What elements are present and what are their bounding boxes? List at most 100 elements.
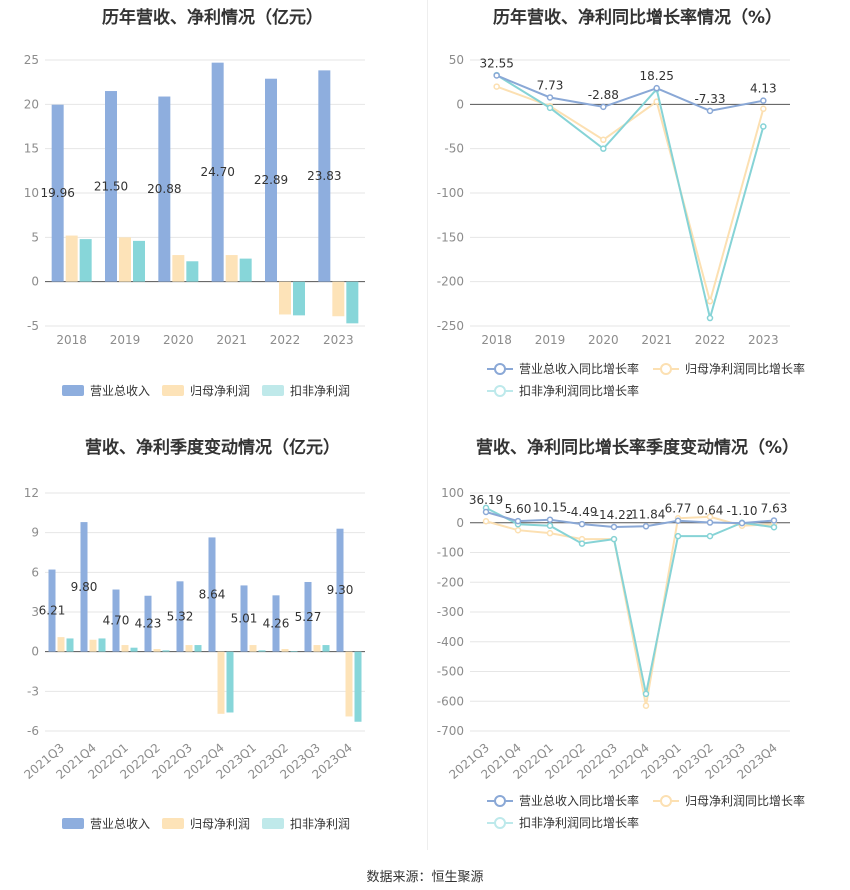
legend-swatch <box>487 384 513 397</box>
legend-item-parent-profit[interactable]: 归母净利润 <box>162 815 250 832</box>
bar <box>98 638 106 652</box>
data-label: 9.80 <box>71 580 98 594</box>
bar <box>258 650 266 652</box>
x-tick-label: 2022 <box>695 333 726 347</box>
series-line <box>485 515 775 706</box>
x-tick-label: 2020 <box>163 333 194 347</box>
bar <box>290 651 298 652</box>
legend-swatch <box>653 794 679 807</box>
legend-swatch <box>262 385 284 396</box>
bar <box>304 581 312 652</box>
bar <box>144 595 152 652</box>
data-label: 4.23 <box>135 617 162 631</box>
legend-label: 营业总收入 <box>90 817 151 831</box>
data-point <box>738 519 746 527</box>
data-label: -4.49 <box>566 505 597 519</box>
y-tick-label: -250 <box>437 319 464 333</box>
legend-item-revenue[interactable]: 营业总收入 <box>62 815 150 832</box>
bar <box>153 649 161 652</box>
bar <box>217 651 225 714</box>
data-point <box>600 136 607 144</box>
legend-label: 营业总收入 <box>90 384 151 398</box>
quarterly-growth-panel: 营收、净利同比增长率季度变动情况（%） 100 0 -100 -200 -300 -400… <box>425 425 850 850</box>
bar <box>322 645 330 652</box>
data-label: 5.32 <box>167 609 194 623</box>
y-tick-label: -200 <box>437 275 464 289</box>
bar <box>281 649 289 652</box>
chart-legend: 营业总收入同比增长率 归母净利润同比增长率 扣非净利润同比增长率 <box>425 360 850 400</box>
data-label: -7.33 <box>694 92 725 106</box>
legend-swatch <box>162 385 184 396</box>
legend-label: 营业总收入同比增长率 <box>519 794 640 808</box>
data-point <box>642 690 650 698</box>
series-line <box>485 511 775 528</box>
y-tick-label: -600 <box>437 694 464 708</box>
bar <box>79 239 92 282</box>
bar <box>48 569 56 652</box>
y-tick-label: -500 <box>437 665 464 679</box>
x-tick-label: 2021 <box>216 333 247 347</box>
data-label: 0.64 <box>697 504 724 518</box>
y-tick-label: -700 <box>437 724 464 738</box>
data-label: -1.10 <box>726 504 757 518</box>
legend-item-revenue[interactable]: 营业总收入 <box>62 382 150 399</box>
bar <box>318 70 331 282</box>
data-point <box>674 532 682 540</box>
data-label: 21.50 <box>94 179 128 193</box>
legend-swatch <box>487 362 513 375</box>
quarterly-bar-chart: 129630-3-62021Q32021Q42022Q12022Q22022Q3… <box>21 486 365 782</box>
chart-title: 历年营收、净利同比增长率情况（%） <box>492 8 783 28</box>
legend-swatch <box>487 816 513 829</box>
chart-legend: 营业总收入同比增长率 归母净利润同比增长率 扣非净利润同比增长率 <box>425 792 850 832</box>
bar <box>89 639 97 652</box>
legend-label: 归母净利润 <box>190 384 251 398</box>
legend-swatch <box>262 818 284 829</box>
x-tick-label: 2023 <box>323 333 354 347</box>
legend-label: 归母净利润同比增长率 <box>685 362 806 376</box>
y-tick-label: -150 <box>437 230 464 244</box>
bar <box>225 255 238 282</box>
y-tick-label: -200 <box>437 575 464 589</box>
data-point <box>514 517 522 525</box>
data-label: 18.25 <box>639 69 673 83</box>
legend-item-deducted-growth[interactable]: 扣非净利润同比增长率 <box>487 382 639 399</box>
legend-item-parent-growth[interactable]: 归母净利润同比增长率 <box>653 360 805 377</box>
chart-title: 历年营收、净利情况（亿元） <box>102 8 323 28</box>
data-point <box>770 517 778 524</box>
series-line <box>496 74 764 112</box>
chart-title: 营收、净利同比增长率季度变动情况（%） <box>475 438 800 458</box>
data-point <box>770 523 778 531</box>
data-label: 23.83 <box>307 169 341 183</box>
series-line <box>496 74 765 319</box>
bar <box>345 651 353 717</box>
y-tick-label: 0 <box>31 645 39 659</box>
legend-item-revenue-growth[interactable]: 营业总收入同比增长率 <box>487 360 639 377</box>
data-point <box>578 540 586 547</box>
bar <box>130 647 138 652</box>
data-label: -2.88 <box>588 88 619 102</box>
bar <box>336 528 344 652</box>
y-tick-label: 3 <box>31 605 39 619</box>
legend-swatch <box>487 794 513 807</box>
legend-item-deducted-growth[interactable]: 扣非净利润同比增长率 <box>487 814 639 831</box>
legend-item-deducted-profit[interactable]: 扣非净利润 <box>262 382 350 399</box>
legend-item-revenue-growth[interactable]: 营业总收入同比增长率 <box>487 792 639 809</box>
x-tick-label: 2021 <box>641 333 672 347</box>
legend-item-parent-growth[interactable]: 归母净利润同比增长率 <box>653 792 805 809</box>
y-tick-label: 20 <box>24 97 39 111</box>
y-tick-label: -300 <box>437 605 464 619</box>
bar <box>66 638 74 652</box>
legend-item-deducted-profit[interactable]: 扣非净利润 <box>262 815 350 832</box>
y-tick-label: 9 <box>31 526 39 540</box>
bar <box>240 585 248 652</box>
y-tick-label: -6 <box>27 724 39 738</box>
bar <box>211 62 224 282</box>
legend-item-parent-profit[interactable]: 归母净利润 <box>162 382 250 399</box>
x-tick-label: 2019 <box>535 333 566 347</box>
y-tick-label: 12 <box>24 486 39 500</box>
data-point <box>653 84 660 92</box>
data-point <box>642 523 650 530</box>
y-tick-label: 0 <box>456 97 464 111</box>
data-point <box>642 702 650 709</box>
data-point <box>578 520 586 528</box>
